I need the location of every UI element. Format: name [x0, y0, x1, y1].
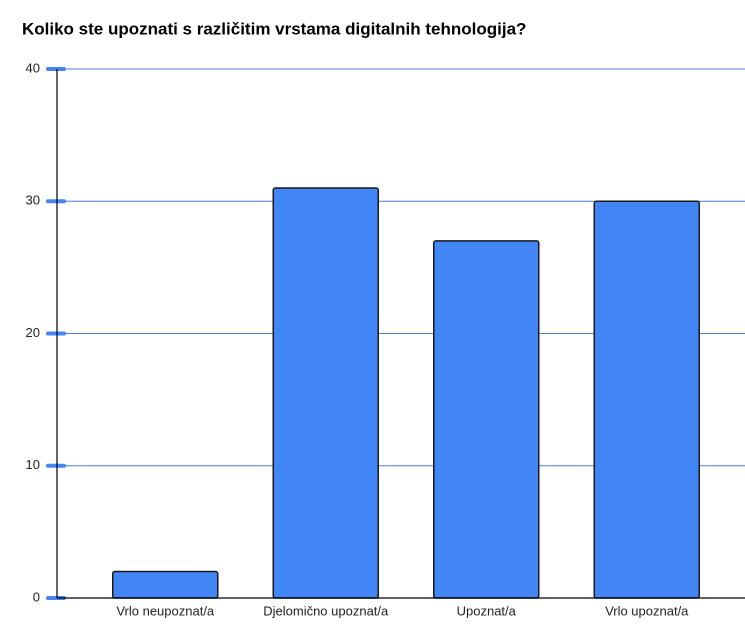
x-tick-label: Vrlo neupoznat/a — [116, 603, 215, 618]
y-tick-label: 30 — [26, 193, 40, 208]
bar — [433, 240, 540, 599]
bar — [112, 570, 219, 599]
bar — [272, 187, 379, 599]
chart-title: Koliko ste upoznati s različitim vrstama… — [22, 19, 526, 38]
y-tick-label: 0 — [33, 589, 40, 604]
y-tick-label: 10 — [26, 457, 40, 472]
x-tick-label: Djelomično upoznat/a — [263, 603, 389, 618]
y-tick-label: 40 — [26, 60, 40, 75]
bar — [593, 200, 700, 599]
x-tick-label: Vrlo upoznat/a — [605, 603, 689, 618]
x-tick-label: Upoznat/a — [457, 603, 517, 618]
y-tick-label: 20 — [26, 325, 40, 340]
